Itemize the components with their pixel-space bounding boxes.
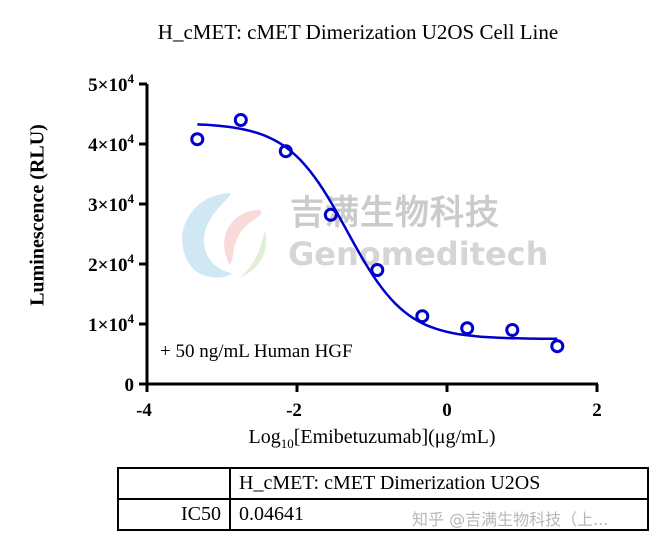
- svg-text:2×104: 2×104: [88, 251, 134, 276]
- table-header-cell: H_cMET: cMET Dimerization U2OS: [229, 467, 649, 500]
- zhihu-watermark: 知乎 @吉满生物科技（上...: [412, 510, 609, 529]
- svg-text:1×104: 1×104: [88, 311, 134, 336]
- svg-text:3×104: 3×104: [88, 191, 134, 216]
- y-tick-labels: 5×104 4×104 3×104 2×104 1×104 0: [88, 71, 134, 396]
- axes: [139, 82, 599, 392]
- data-point: [323, 207, 338, 222]
- data-point: [415, 309, 430, 324]
- x-tick-labels: -4 -2 0 2: [136, 400, 602, 421]
- table-header-blank: [117, 467, 231, 500]
- svg-text:0: 0: [125, 375, 135, 396]
- data-point: [460, 321, 475, 336]
- hgf-annotation: + 50 ng/mL Human HGF: [160, 341, 353, 362]
- svg-text:-2: -2: [286, 400, 302, 421]
- svg-text:5×104: 5×104: [88, 71, 134, 96]
- data-points: [190, 113, 565, 354]
- data-point: [190, 132, 205, 147]
- data-point: [278, 144, 293, 159]
- data-point: [550, 339, 565, 354]
- x-axis-label: Log10[Emibetuzumab](μg/mL): [248, 426, 496, 451]
- table-row: IC50 0.04641: [117, 498, 649, 531]
- svg-text:4×104: 4×104: [88, 131, 134, 156]
- svg-text:-4: -4: [136, 400, 152, 421]
- data-point: [505, 323, 520, 337]
- table-header-row: H_cMET: cMET Dimerization U2OS: [117, 467, 649, 500]
- ic50-table: H_cMET: cMET Dimerization U2OS IC50 0.04…: [117, 467, 649, 531]
- table-row-value: 0.04641: [229, 498, 649, 531]
- data-point: [370, 263, 385, 277]
- svg-text:0: 0: [442, 400, 452, 421]
- chart-title: H_cMET: cMET Dimerization U2OS Cell Line: [157, 20, 559, 44]
- data-point: [233, 113, 248, 127]
- table-row-label: IC50: [117, 498, 231, 531]
- svg-text:2: 2: [592, 400, 602, 421]
- fit-curve: [197, 123, 558, 341]
